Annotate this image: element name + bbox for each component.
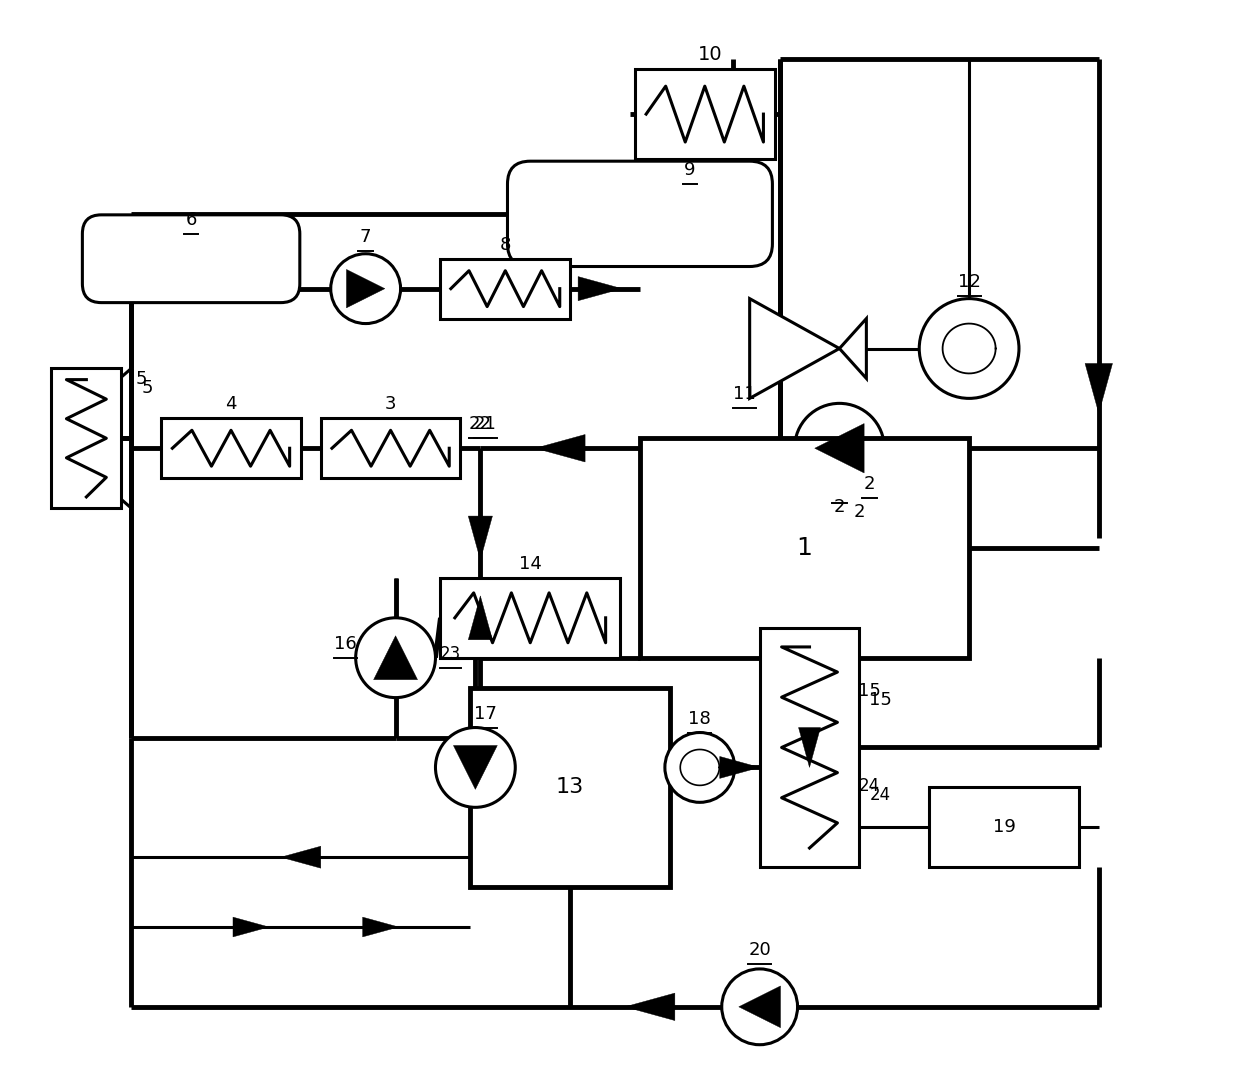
Text: 21: 21 (474, 416, 497, 433)
Polygon shape (578, 276, 622, 300)
Text: 19: 19 (992, 818, 1016, 837)
Text: 24: 24 (869, 787, 890, 804)
Text: 24: 24 (859, 777, 880, 795)
Bar (640, 438, 970, 658)
Text: 5: 5 (141, 380, 153, 397)
Text: 6: 6 (186, 211, 197, 228)
Circle shape (356, 618, 435, 697)
FancyBboxPatch shape (82, 214, 300, 302)
Polygon shape (750, 298, 839, 398)
Text: 18: 18 (688, 709, 712, 728)
Text: 15: 15 (869, 691, 893, 708)
Text: 23: 23 (440, 645, 461, 663)
Text: 3: 3 (384, 395, 397, 413)
Circle shape (435, 728, 516, 807)
Text: 20: 20 (748, 941, 771, 959)
Polygon shape (625, 993, 675, 1021)
Bar (161, 418, 301, 478)
Text: 22: 22 (469, 416, 492, 433)
Bar (440, 259, 570, 319)
Polygon shape (469, 516, 492, 560)
Text: 2: 2 (863, 475, 875, 493)
Circle shape (919, 298, 1019, 398)
Text: 17: 17 (474, 705, 497, 722)
Circle shape (722, 969, 797, 1044)
Text: 2: 2 (853, 503, 866, 521)
Text: 15: 15 (858, 681, 880, 700)
Polygon shape (454, 745, 497, 790)
Text: 14: 14 (518, 555, 542, 573)
Text: 2: 2 (833, 498, 846, 516)
Bar (929, 788, 1079, 867)
Polygon shape (536, 434, 585, 462)
Bar (321, 418, 460, 478)
Text: 16: 16 (335, 634, 357, 653)
Polygon shape (362, 917, 398, 937)
Text: 10: 10 (697, 46, 722, 64)
Text: 4: 4 (226, 395, 237, 413)
Polygon shape (373, 635, 418, 680)
Polygon shape (815, 423, 864, 473)
Bar (440, 578, 620, 658)
Polygon shape (233, 917, 269, 937)
Text: 8: 8 (500, 236, 511, 254)
Circle shape (665, 732, 735, 802)
Polygon shape (346, 270, 384, 308)
Text: 11: 11 (733, 385, 756, 404)
Polygon shape (281, 846, 321, 868)
Circle shape (795, 404, 884, 493)
Polygon shape (1085, 363, 1112, 413)
Text: 9: 9 (684, 161, 696, 178)
Bar (635, 70, 775, 159)
Text: 13: 13 (556, 778, 584, 798)
Text: 7: 7 (360, 227, 372, 246)
Text: 5: 5 (135, 370, 148, 388)
Circle shape (331, 254, 401, 323)
Polygon shape (719, 756, 760, 778)
Bar (51, 369, 122, 508)
Polygon shape (739, 986, 780, 1028)
Polygon shape (799, 728, 821, 767)
FancyBboxPatch shape (507, 161, 773, 267)
Polygon shape (469, 596, 492, 640)
Polygon shape (839, 319, 867, 379)
Bar (470, 688, 670, 887)
Bar (760, 628, 859, 867)
Text: 1: 1 (796, 536, 812, 560)
Text: 12: 12 (957, 273, 981, 290)
